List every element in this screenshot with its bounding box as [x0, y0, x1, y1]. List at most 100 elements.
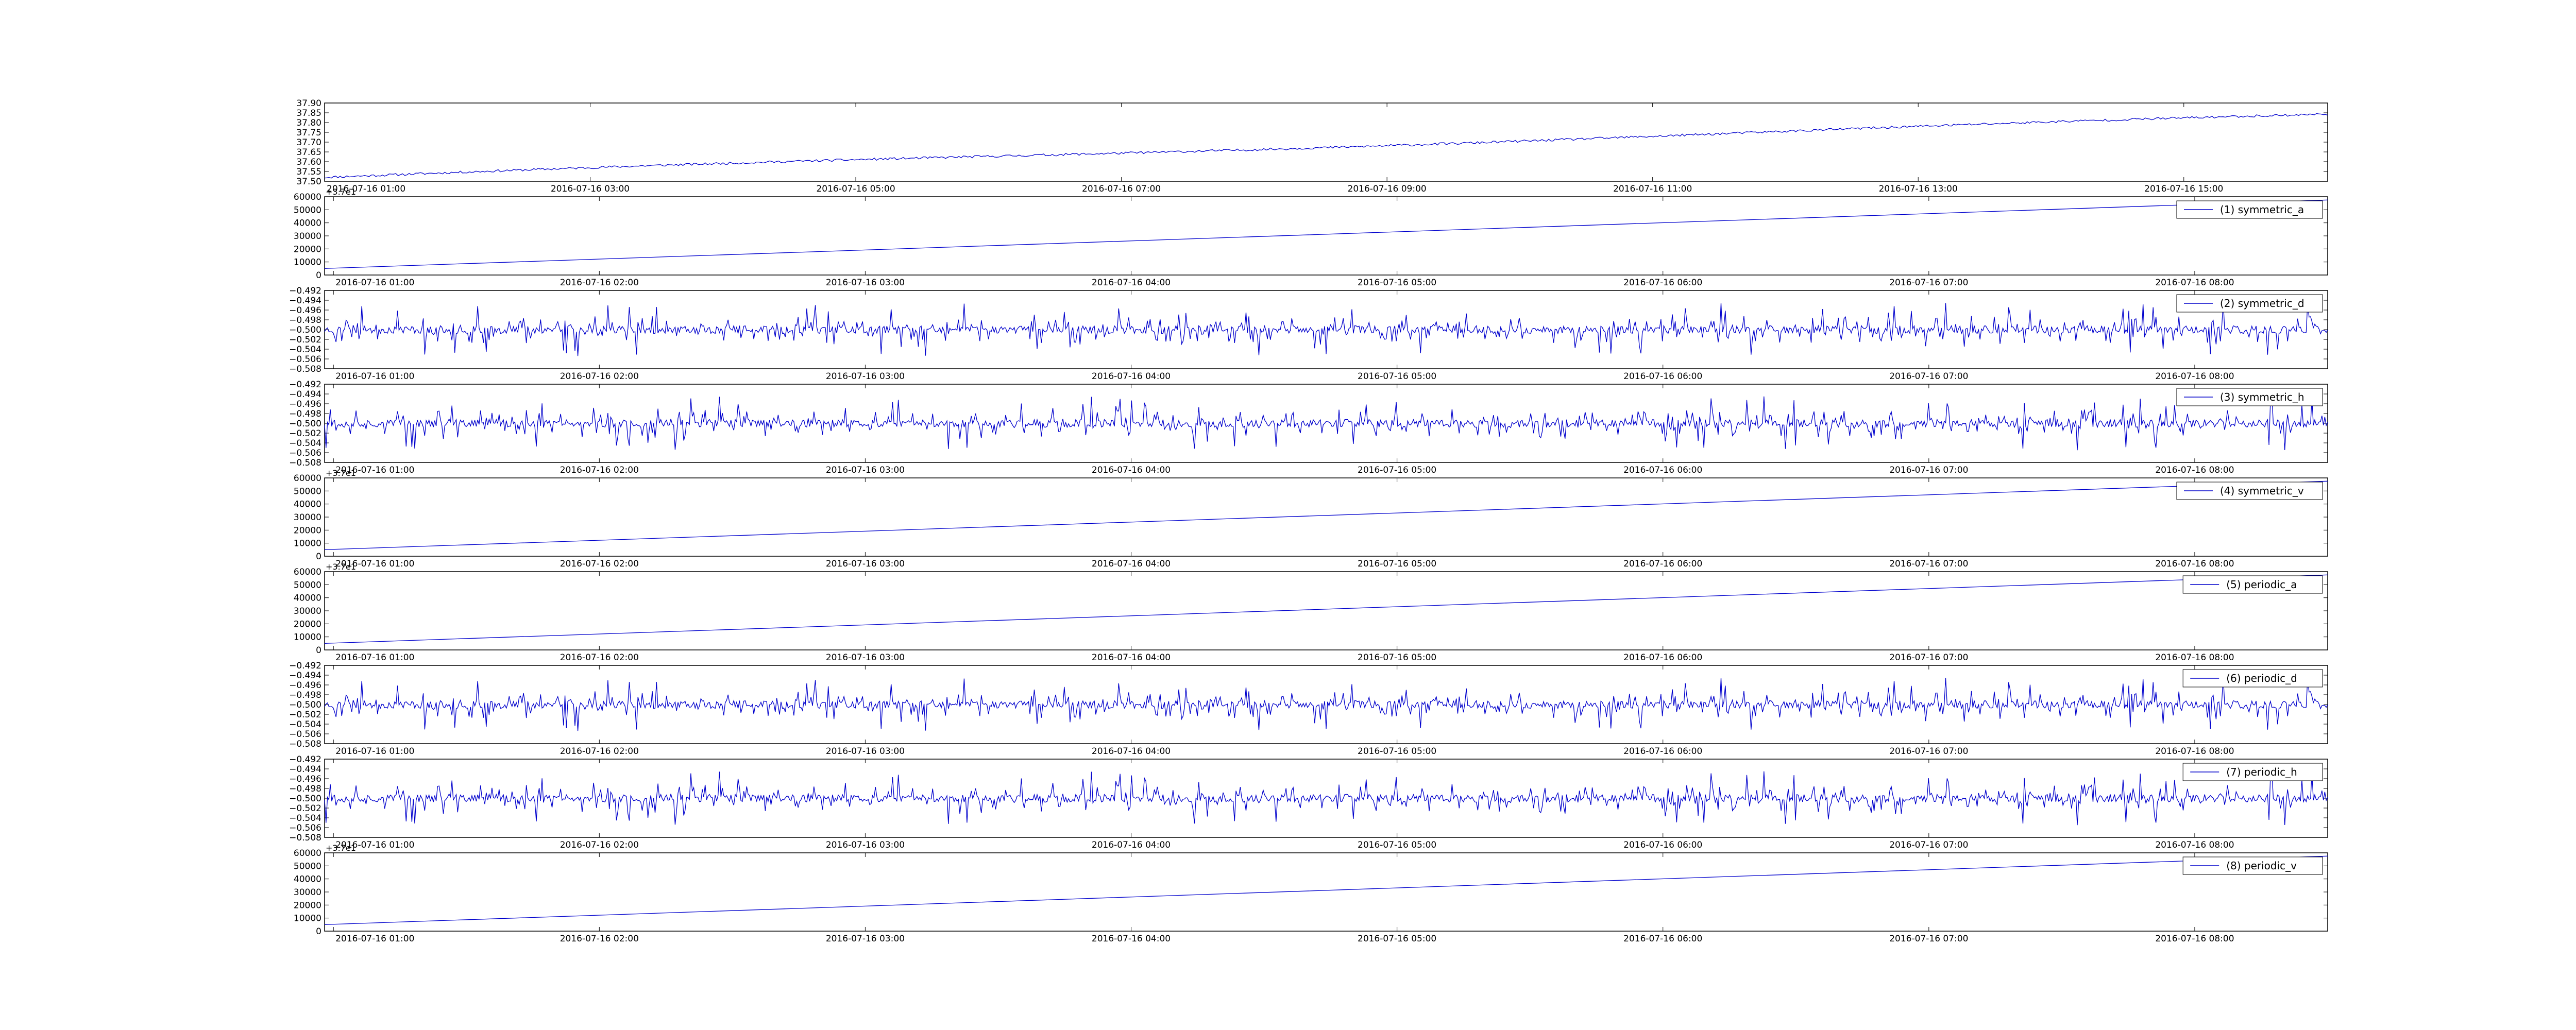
panel-6-legend-label: (6) periodic_d — [2226, 672, 2297, 684]
panel-5-xtick-label: 2016-07-16 05:00 — [1358, 653, 1436, 663]
panel-0-xtick-label: 2016-07-16 03:00 — [551, 184, 630, 194]
panel-3-ytick-label: −0.492 — [289, 380, 321, 390]
panel-0-frame — [324, 102, 2328, 182]
panel-1-xtick-label: 2016-07-16 05:00 — [1358, 278, 1436, 288]
panel-6-series-line — [324, 677, 2328, 731]
panel-2-ytick-label: −0.500 — [289, 325, 321, 335]
panel-1-xtick-label: 2016-07-16 06:00 — [1623, 278, 1702, 288]
panel-0-ytick-label: 37.80 — [296, 118, 321, 128]
panel-8-xtick-label: 2016-07-16 05:00 — [1358, 934, 1436, 944]
panel-3-xtick-label: 2016-07-16 04:00 — [1092, 465, 1171, 475]
panel-6-xtick-label: 2016-07-16 05:00 — [1358, 746, 1436, 757]
panel-8-xtick-label: 2016-07-16 03:00 — [826, 934, 905, 944]
panel-7-ytick-label: −0.496 — [289, 774, 321, 784]
panel-7-ytick-label: −0.492 — [289, 754, 321, 765]
panel-8-xtick-label: 2016-07-16 04:00 — [1092, 934, 1171, 944]
panel-8-offset-label: +3.7e1 — [326, 843, 356, 853]
panel-6-ytick-label: −0.504 — [289, 719, 321, 730]
panel-4-ytick-label: 20000 — [294, 525, 321, 536]
panel-2-ytick-label: −0.496 — [289, 305, 321, 316]
panel-2-frame — [324, 290, 2328, 369]
panel-0-xtick-label: 2016-07-16 13:00 — [1879, 184, 1958, 194]
panel-5-xtick-label: 2016-07-16 04:00 — [1092, 653, 1171, 663]
panel-1-frame — [324, 196, 2328, 276]
panel-2-ytick-label: −0.502 — [289, 335, 321, 345]
panel-5-ytick-label: 0 — [316, 645, 321, 656]
panel-4-offset-label: +3.7e1 — [326, 468, 356, 478]
panel-1-ytick-label: 0 — [316, 270, 321, 281]
panel-3-xtick-label: 2016-07-16 01:00 — [335, 465, 414, 475]
panel-6-ytick-label: −0.492 — [289, 661, 321, 671]
panel-4-ytick-label: 50000 — [294, 486, 321, 496]
panel-7-ytick-label: −0.506 — [289, 823, 321, 833]
panel-7-xtick-label: 2016-07-16 01:00 — [335, 840, 414, 850]
panel-5-series-line — [324, 574, 2328, 644]
panel-3-ytick-label: −0.504 — [289, 438, 321, 449]
panel-4-ytick-label: 30000 — [294, 512, 321, 523]
panel-8-ytick-label: 20000 — [294, 900, 321, 911]
panel-8-xtick-label: 2016-07-16 08:00 — [2155, 934, 2234, 944]
panel-1-ytick-label: 40000 — [294, 218, 321, 229]
panel-7-xtick-label: 2016-07-16 04:00 — [1092, 840, 1171, 850]
panel-5-xtick-label: 2016-07-16 01:00 — [335, 653, 414, 663]
panel-2-legend-label: (2) symmetric_d — [2220, 297, 2304, 310]
panel-3-xtick-label: 2016-07-16 08:00 — [2155, 465, 2234, 475]
panel-7-ytick-label: −0.504 — [289, 813, 321, 823]
panel-6-ytick-label: −0.494 — [289, 671, 321, 681]
panel-1-xtick-label: 2016-07-16 02:00 — [560, 278, 639, 288]
panel-6-ytick-label: −0.500 — [289, 700, 321, 710]
panel-7-xtick-label: 2016-07-16 02:00 — [560, 840, 639, 850]
panel-2-ytick-label: −0.492 — [289, 286, 321, 296]
panel-0-ytick-label: 37.50 — [296, 177, 321, 187]
panel-4-ytick-label: 40000 — [294, 500, 321, 510]
panel-1-ytick-label: 50000 — [294, 205, 321, 215]
panel-6-ytick-label: −0.506 — [289, 729, 321, 740]
panel-0-xtick-label: 2016-07-16 15:00 — [2144, 184, 2223, 194]
panel-1-xtick-label: 2016-07-16 08:00 — [2155, 278, 2234, 288]
panel-1-ytick-label: 60000 — [294, 192, 321, 202]
panel-6-xtick-label: 2016-07-16 01:00 — [335, 746, 414, 757]
panel-5-ytick-label: 20000 — [294, 619, 321, 629]
panel-1-ytick-label: 20000 — [294, 244, 321, 254]
panel-8-legend-label: (8) periodic_v — [2226, 860, 2297, 872]
panel-6-ytick-label: −0.498 — [289, 690, 321, 700]
panel-0-ytick-label: 37.65 — [296, 147, 321, 158]
panel-8-frame — [324, 852, 2328, 932]
panel-3-ytick-label: −0.506 — [289, 448, 321, 458]
panel-1-ytick-label: 30000 — [294, 231, 321, 242]
panel-3-ytick-label: −0.508 — [289, 458, 321, 468]
panel-2-xtick-label: 2016-07-16 01:00 — [335, 371, 414, 382]
panel-5-xtick-label: 2016-07-16 03:00 — [826, 653, 905, 663]
panel-3-ytick-label: −0.496 — [289, 399, 321, 409]
panel-7-ytick-label: −0.502 — [289, 803, 321, 814]
panel-3-ytick-label: −0.494 — [289, 389, 321, 400]
panel-0-ytick-label: 37.75 — [296, 128, 321, 138]
panel-0-ytick-label: 37.55 — [296, 167, 321, 177]
panel-7-xtick-label: 2016-07-16 06:00 — [1623, 840, 1702, 850]
panel-2-ytick-label: −0.508 — [289, 364, 321, 374]
panel-5-xtick-label: 2016-07-16 08:00 — [2155, 653, 2234, 663]
panel-4-xtick-label: 2016-07-16 08:00 — [2155, 559, 2234, 569]
panel-2-xtick-label: 2016-07-16 02:00 — [560, 371, 639, 382]
panel-5-ytick-label: 10000 — [294, 632, 321, 643]
panel-0-ytick-label: 37.60 — [296, 157, 321, 167]
panel-4-xtick-label: 2016-07-16 07:00 — [1889, 559, 1968, 569]
panel-0-ytick-label: 37.85 — [296, 108, 321, 118]
panel-4-frame — [324, 477, 2328, 557]
panel-3-xtick-label: 2016-07-16 05:00 — [1358, 465, 1436, 475]
panel-1-xtick-label: 2016-07-16 03:00 — [826, 278, 905, 288]
panel-3-ytick-label: −0.500 — [289, 419, 321, 429]
panel-3-xtick-label: 2016-07-16 03:00 — [826, 465, 905, 475]
panel-5-ytick-label: 30000 — [294, 606, 321, 616]
panel-2-ytick-label: −0.498 — [289, 315, 321, 325]
panel-8-ytick-label: 50000 — [294, 861, 321, 871]
panel-4-xtick-label: 2016-07-16 05:00 — [1358, 559, 1436, 569]
panel-5-offset-label: +3.7e1 — [326, 562, 356, 572]
panel-5-xtick-label: 2016-07-16 06:00 — [1623, 653, 1702, 663]
panel-8-ytick-label: 10000 — [294, 914, 321, 924]
panel-5-frame — [324, 571, 2328, 650]
panel-0-xtick-label: 2016-07-16 09:00 — [1348, 184, 1427, 194]
panel-8-ytick-label: 30000 — [294, 887, 321, 898]
panel-2-ytick-label: −0.494 — [289, 296, 321, 306]
panel-6-xtick-label: 2016-07-16 07:00 — [1889, 746, 1968, 757]
